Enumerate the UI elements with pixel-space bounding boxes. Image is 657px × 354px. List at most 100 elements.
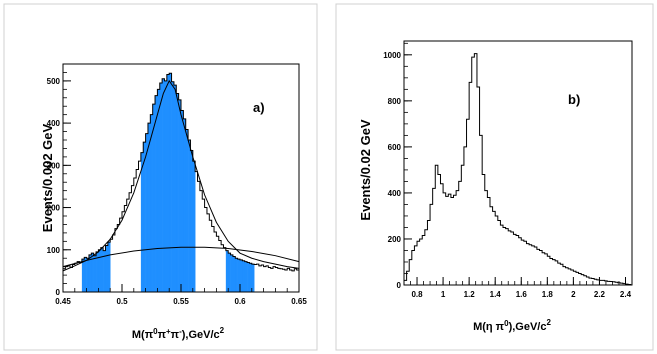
xlabel-b-part0: M(η π [473,321,505,333]
panel-b-ylabel: Events/0.02 GeV [358,119,373,220]
xlabel-a-part2: π [158,329,167,341]
shaded-bin-1-42 [162,78,165,293]
panel-b-frame [335,3,654,351]
shaded-bin-0-17 [103,250,106,292]
shaded-bin-2-70 [228,253,231,292]
shaded-bin-2-74 [237,259,241,292]
shaded-bin-0-19 [107,242,111,292]
background-curve [62,246,300,268]
panel-b-xlabel: M(η π0),GeV/c2 [473,318,551,333]
x-tick-label-3: 1.4 [490,290,502,299]
shaded-bin-0-12 [91,253,94,292]
shaded-bin-1-55 [192,161,196,292]
shaded-bin-2-76 [242,260,246,292]
shaded-bin-1-51 [183,118,187,292]
shaded-bin-0-11 [88,254,92,292]
shaded-bin-1-33 [140,152,144,292]
panel-a: 0.45 0.5 0.55 0.6 0.65 0 100 200 300 400 500 [47,63,307,306]
xlabel-b-part1: 0 [504,319,509,328]
y-tick-label-5: 500 [47,77,61,86]
x-tick-label-3: 0.6 [234,297,246,306]
fit-curve [62,79,300,272]
xlabel-a-part6: ),GeV/c [182,329,220,341]
shaded-bin-2-77 [244,261,248,292]
shaded-bin-2-69 [225,250,229,292]
y-tick-label-2: 200 [47,204,61,213]
plot-frame [403,40,633,286]
shaded-bin-1-38 [152,104,156,292]
x-tick-label-7: 2.2 [594,290,606,299]
y-tick-label-0: 0 [56,288,61,297]
shaded-bin-1-49 [178,99,182,292]
panel-b: 0.8 1 1.2 1.4 1.6 1.8 2 2.2 2.4 0 200 400 600 800 1000 [383,40,633,299]
panel-b-label: b) [568,92,580,107]
xlabel-a-part5: - [179,327,182,336]
histogram-line [404,53,632,286]
shaded-bin-2-78 [247,262,250,292]
histogram-line [63,72,299,272]
xlabel-a-part1: 0 [153,327,158,336]
shaded-bin-2-73 [235,258,238,292]
y-tick-label-4: 800 [388,97,402,106]
y-tick-label-3: 600 [388,143,402,152]
shaded-bin-0-16 [100,247,104,292]
shaded-bin-1-39 [155,95,158,293]
shaded-bin-0-14 [96,251,99,292]
shaded-bin-1-48 [176,93,179,292]
x-tick-label-0: 0.45 [55,297,71,306]
shaded-bin-2-71 [230,254,234,292]
shaded-bin-1-47 [173,85,177,292]
shaded-bin-1-35 [145,133,149,292]
x-tick-label-6: 2 [571,290,576,299]
shaded-bin-1-45 [169,73,172,293]
shaded-bin-2-75 [240,259,243,292]
xlabel-b-part2: ),GeV/c [509,321,547,333]
x-tick-label-2: 0.55 [173,297,189,306]
xlabel-a-part0: M(π [132,329,154,341]
shaded-bin-0-18 [105,245,109,292]
x-tick-label-2: 1.2 [464,290,476,299]
panel-a-xlabel: M(π0π+π-),GeV/c2 [132,326,225,341]
shaded-bin-1-53 [188,140,191,292]
shaded-bin-1-52 [185,129,189,292]
xlabel-a-part7: 2 [220,326,225,335]
panel-a-ylabel: Events/0.002 GeV [40,123,55,232]
xlabel-a-part4: π [171,329,180,341]
y-tick-label-2: 400 [388,189,402,198]
shaded-bin-1-54 [190,150,194,292]
shaded-bin-0-13 [93,255,97,292]
x-tick-label-5: 1.8 [542,290,554,299]
shaded-bin-0-9 [84,257,87,292]
shaded-bin-1-50 [181,110,184,292]
y-tick-label-0: 0 [397,281,402,290]
shaded-bin-2-80 [251,264,255,292]
shaded-bin-1-36 [147,123,151,292]
x-tick-label-4: 0.65 [291,297,307,306]
shaded-bin-1-37 [150,114,153,293]
x-tick-label-8: 2.4 [620,290,632,299]
xlabel-a-part3: + [166,327,171,336]
y-tick-label-1: 200 [388,235,402,244]
shaded-bin-1-46 [171,81,175,292]
x-tick-label-0: 0.8 [411,290,423,299]
shaded-bin-1-34 [143,142,146,292]
y-tick-label-3: 300 [47,161,61,170]
y-tick-label-5: 1000 [383,51,401,60]
shaded-bin-0-10 [86,258,90,292]
shaded-bin-1-44 [166,74,170,292]
shaded-bin-0-15 [98,249,102,292]
x-tick-label-1: 1 [441,290,446,299]
y-tick-label-4: 400 [47,119,61,128]
shaded-bin-0-8 [81,259,85,292]
x-tick-label-4: 1.6 [516,290,528,299]
x-tick-label-1: 0.5 [116,297,128,306]
shaded-bin-1-40 [157,89,161,292]
xlabel-b-part3: 2 [546,318,551,327]
shaded-bin-2-79 [249,263,253,292]
y-tick-label-1: 100 [47,246,61,255]
panel-a-label: a) [253,100,265,115]
shaded-bin-1-43 [164,80,168,292]
shaded-bin-1-41 [159,83,163,292]
